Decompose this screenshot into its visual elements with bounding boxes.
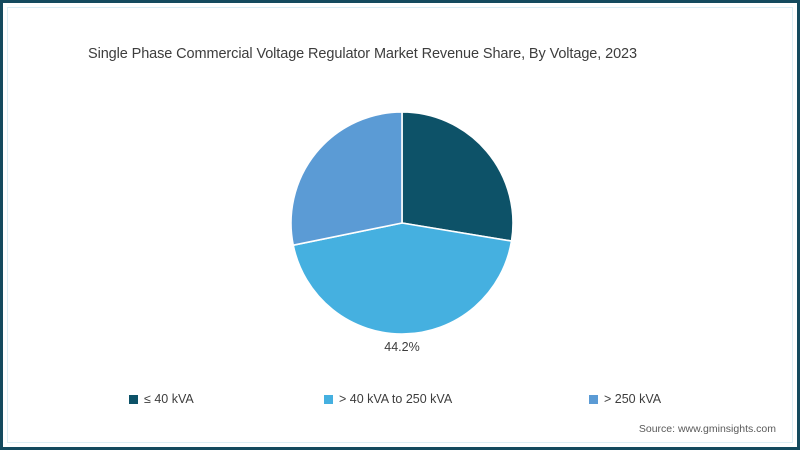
legend-swatch-icon (324, 394, 333, 404)
pie-data-label-44-2: 44.2% (384, 340, 420, 354)
legend-item-label: > 40 kVA to 250 kVA (339, 392, 453, 406)
legend-item-gt-250-kva[interactable]: > 250 kVA (589, 389, 661, 409)
chart-title: Single Phase Commercial Voltage Regulato… (88, 46, 637, 62)
legend-swatch-icon (589, 394, 598, 404)
pie-svg (290, 111, 514, 335)
legend-item-40-to-250-kva[interactable]: > 40 kVA to 250 kVA (324, 389, 452, 409)
legend-swatch-icon (129, 394, 138, 404)
legend-item-label: ≤ 40 kVA (144, 392, 194, 406)
pie-slices (290, 111, 514, 335)
legend-item-label: > 250 kVA (604, 392, 662, 406)
pie-slice-40-to-250-kva[interactable] (292, 222, 513, 335)
source-attribution: Source: www.gminsights.com (638, 423, 776, 435)
pie-slice-le-40-kva[interactable] (401, 111, 514, 242)
legend-item-le-40-kva[interactable]: ≤ 40 kVA (129, 389, 194, 409)
pie-slice-gt-250-kva[interactable] (290, 111, 403, 246)
pie-chart (290, 111, 514, 335)
chart-legend: ≤ 40 kVA > 40 kVA to 250 kVA > 250 kVA (0, 389, 800, 409)
